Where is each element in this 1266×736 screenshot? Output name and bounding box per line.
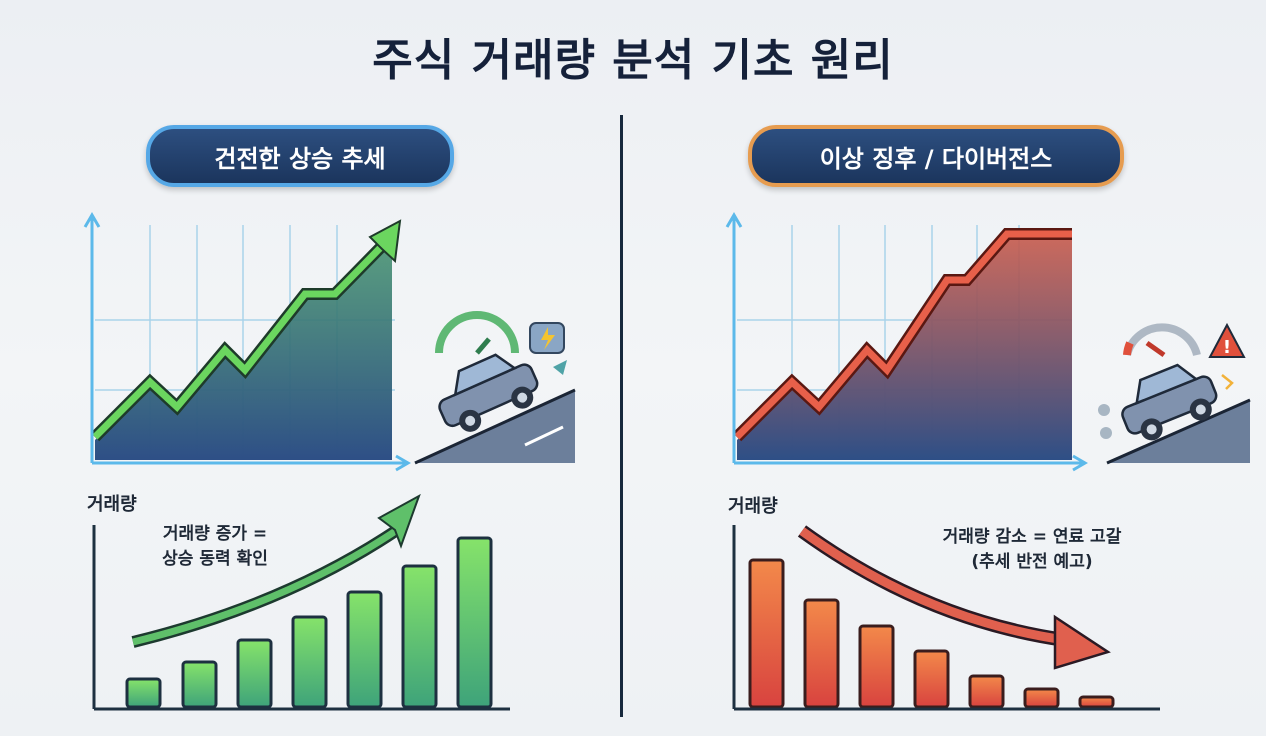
car-climbing-illustration <box>414 311 576 465</box>
right-volume-bars <box>748 558 1115 709</box>
right-chart-axes <box>725 212 1088 472</box>
left-annotation-line2: 상승 동력 확인 <box>162 549 268 569</box>
left-volume-label: 거래량 <box>87 494 137 515</box>
right-annotation-line1: 거래량 감소 = 연료 고갈 <box>942 527 1122 547</box>
up-arrow-head-icon <box>368 219 402 264</box>
left-volume-chart <box>92 493 510 711</box>
right-price-chart <box>725 212 1088 472</box>
left-price-chart <box>83 212 411 472</box>
chart-axes <box>83 212 411 472</box>
car-icon <box>438 353 539 432</box>
up-trend-arrow-icon <box>377 493 421 549</box>
fuel-gauge-icon <box>1123 323 1201 357</box>
speed-gauge-icon <box>435 311 519 354</box>
left-annotation-line1: 거래량 증가 = <box>162 524 268 544</box>
left-volume-bars <box>125 536 493 709</box>
right-volume-axes <box>732 525 1160 711</box>
healthy-trend-badge: 건전한 상승 추세 <box>146 125 454 187</box>
left-annotation: 거래량 증가 = 상승 동력 확인 <box>145 522 285 572</box>
car-icon <box>1121 363 1218 441</box>
right-volume-label: 거래량 <box>728 496 778 517</box>
page-title: 주식 거래량 분석 기초 원리 <box>372 35 894 86</box>
left-volume-axes <box>92 525 510 711</box>
right-volume-trend-arrow <box>799 527 1066 645</box>
center-divider <box>620 115 623 717</box>
car-stalling-illustration: ! <box>1098 322 1251 465</box>
warning-icon <box>1208 322 1246 358</box>
right-annotation-line2: (추세 반전 예고) <box>971 552 1093 572</box>
right-volume-chart <box>732 525 1160 711</box>
right-annotation: 거래량 감소 = 연료 고갈 (추세 반전 예고) <box>897 525 1167 575</box>
svg-text:!: ! <box>1223 337 1231 358</box>
left-volume-trend-arrow <box>132 527 399 646</box>
divergence-badge: 이상 징후 / 다이버전스 <box>748 125 1124 187</box>
down-trend-arrow-icon <box>1053 614 1111 670</box>
smoke-icon <box>1098 404 1110 416</box>
left-price-line <box>92 240 388 440</box>
right-price-line <box>734 230 1072 440</box>
